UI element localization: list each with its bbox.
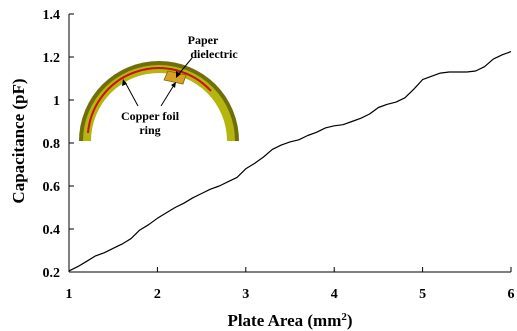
x-tick-label: 3 — [242, 287, 249, 302]
y-tick-label: 1.2 — [43, 51, 61, 66]
label-ring-line2: ring — [139, 123, 160, 137]
label-paper-line2: dielectric — [190, 47, 238, 61]
copper-foil-ring-illustration — [83, 65, 235, 141]
axes — [68, 14, 511, 273]
x-tick-label: 5 — [419, 287, 426, 302]
x-axis-title-sup: 2 — [341, 311, 347, 323]
foil-line — [87, 67, 212, 134]
arrow-ring-right — [160, 84, 175, 107]
x-tick-label: 1 — [66, 287, 73, 302]
series-layer — [68, 51, 512, 272]
y-tick-label: 1.4 — [43, 8, 61, 23]
y-tick-label: 0.4 — [43, 223, 61, 238]
x-tick-label: 2 — [154, 287, 161, 302]
x-axis-title-main: Plate Area (mm — [227, 311, 341, 330]
inset-illustration: Paper dielectric Copper foil ring — [79, 33, 239, 141]
series-line — [68, 51, 512, 272]
label-ring-line1: Copper foil — [121, 109, 180, 123]
y-axis-title: Capacitance (pF) — [9, 78, 28, 203]
y-tick-label: 0.8 — [43, 137, 61, 152]
arrow-ring-left-head — [122, 79, 127, 86]
y-tick-label: 0.6 — [43, 180, 61, 195]
arrow-paper-head — [176, 71, 181, 78]
x-tick-label: 6 — [508, 287, 515, 302]
x-axis-title: Plate Area (mm2) — [227, 311, 352, 330]
x-axis-title-close: ) — [347, 311, 353, 330]
label-paper-line1: Paper — [188, 33, 219, 47]
arrow-ring-right-head — [171, 82, 176, 88]
ticks: 0.2 0.4 0.6 0.8 1 1.2 1.4 1 2 3 4 5 6 — [43, 8, 515, 302]
arrow-ring-left — [124, 81, 139, 107]
arrow-paper — [177, 57, 193, 76]
y-tick-label: 0.2 — [43, 266, 61, 281]
y-tick-label: 1 — [53, 94, 60, 109]
x-tick-label: 4 — [331, 287, 338, 302]
